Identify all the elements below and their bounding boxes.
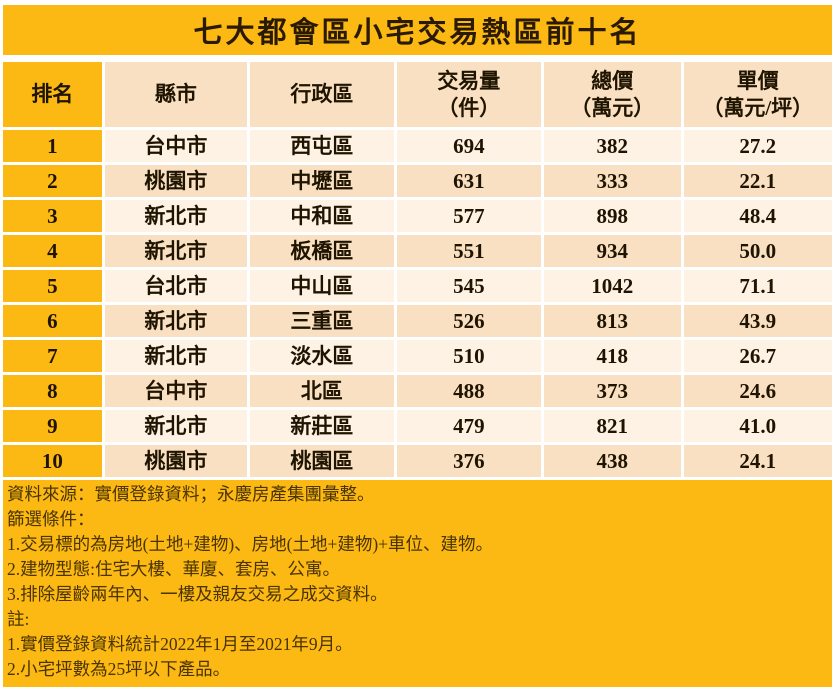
footnote-filter-3: 3.排除屋齡兩年內、一樓及親友交易之成交資料。 [7, 584, 388, 604]
page-title: 七大都會區小宅交易熱區前十名 [193, 17, 642, 49]
total-price-cell: 382 [544, 130, 681, 162]
total-price-cell: 934 [544, 235, 681, 267]
unit-price-cell: 41.0 [683, 410, 832, 442]
header-volume: 交易量 （件） [396, 62, 542, 127]
data-table: 排名 縣市 行政區 交易量 （件） 總價 （萬元） 單價 （萬元/坪） 1 台中市 西… [3, 62, 832, 477]
footnote-note-2: 2.小宅坪數為25坪以下產品。 [7, 659, 231, 679]
footnotes: 資料來源：實價登錄資料；永慶房產集團彙整。 篩選條件： 1.交易標的為房地(土地… [3, 480, 832, 687]
header-city-label: 縣市 [154, 82, 197, 106]
header-volume-label: 交易量 [437, 68, 501, 93]
district-cell: 中壢區 [250, 165, 394, 197]
footnote-filter-title: 篩選條件： [7, 509, 95, 529]
header-district-label: 行政區 [290, 82, 354, 106]
city-cell: 台北市 [104, 270, 248, 302]
header-district: 行政區 [250, 62, 394, 127]
total-price-cell: 418 [544, 340, 681, 372]
header-unit-price: 單價 （萬元/坪） [683, 62, 832, 127]
district-cell: 中山區 [250, 270, 394, 302]
volume-cell: 551 [396, 235, 542, 267]
district-cell: 淡水區 [250, 340, 394, 372]
total-price-cell: 373 [544, 375, 681, 407]
rank-cell: 4 [3, 235, 102, 267]
table-header-row: 排名 縣市 行政區 交易量 （件） 總價 （萬元） 單價 （萬元/坪） [3, 62, 832, 127]
volume-cell: 526 [396, 305, 542, 337]
unit-price-cell: 27.2 [683, 130, 832, 162]
table-row: 5 台北市 中山區 545 1042 71.1 [3, 270, 832, 302]
rank-cell: 1 [3, 130, 102, 162]
table-row: 10 桃園市 桃園區 376 438 24.1 [3, 445, 832, 477]
volume-cell: 479 [396, 410, 542, 442]
rank-cell: 2 [3, 165, 102, 197]
city-cell: 桃園市 [104, 445, 248, 477]
footnote-filter-2: 2.建物型態:住宅大樓、華廈、套房、公寓。 [7, 559, 340, 579]
district-cell: 西屯區 [250, 130, 394, 162]
total-price-cell: 898 [544, 200, 681, 232]
unit-price-cell: 24.6 [683, 375, 832, 407]
volume-cell: 577 [396, 200, 542, 232]
volume-cell: 631 [396, 165, 542, 197]
volume-cell: 545 [396, 270, 542, 302]
rank-cell: 7 [3, 340, 102, 372]
rank-cell: 10 [3, 445, 102, 477]
footnote-source: 資料來源：實價登錄資料；永慶房產集團彙整。 [7, 484, 375, 504]
volume-cell: 376 [396, 445, 542, 477]
header-rank: 排名 [3, 62, 102, 127]
city-cell: 台中市 [104, 375, 248, 407]
header-volume-unit: （件） [437, 95, 501, 120]
city-cell: 新北市 [104, 410, 248, 442]
rank-cell: 6 [3, 305, 102, 337]
title-band: 七大都會區小宅交易熱區前十名 [3, 5, 832, 55]
table-row: 9 新北市 新莊區 479 821 41.0 [3, 410, 832, 442]
city-cell: 台中市 [104, 130, 248, 162]
table-row: 7 新北市 淡水區 510 418 26.7 [3, 340, 832, 372]
unit-price-cell: 22.1 [683, 165, 832, 197]
unit-price-cell: 50.0 [683, 235, 832, 267]
district-cell: 三重區 [250, 305, 394, 337]
unit-price-cell: 48.4 [683, 200, 832, 232]
header-city: 縣市 [104, 62, 248, 127]
table-row: 6 新北市 三重區 526 813 43.9 [3, 305, 832, 337]
rank-cell: 8 [3, 375, 102, 407]
district-cell: 新莊區 [250, 410, 394, 442]
city-cell: 桃園市 [104, 165, 248, 197]
volume-cell: 488 [396, 375, 542, 407]
district-cell: 桃園區 [250, 445, 394, 477]
rank-cell: 5 [3, 270, 102, 302]
district-cell: 中和區 [250, 200, 394, 232]
header-total-price: 總價 （萬元） [544, 62, 681, 127]
rank-cell: 9 [3, 410, 102, 442]
total-price-cell: 438 [544, 445, 681, 477]
table-row: 3 新北市 中和區 577 898 48.4 [3, 200, 832, 232]
volume-cell: 694 [396, 130, 542, 162]
city-cell: 新北市 [104, 340, 248, 372]
city-cell: 新北市 [104, 200, 248, 232]
unit-price-cell: 26.7 [683, 340, 832, 372]
header-rank-label: 排名 [31, 82, 74, 106]
table-row: 2 桃園市 中壢區 631 333 22.1 [3, 165, 832, 197]
table-row: 1 台中市 西屯區 694 382 27.2 [3, 130, 832, 162]
header-unit-price-label: 單價 [736, 68, 779, 93]
table-row: 8 台中市 北區 488 373 24.6 [3, 375, 832, 407]
header-total-price-unit: （萬元） [570, 95, 655, 120]
total-price-cell: 333 [544, 165, 681, 197]
header-unit-price-unit: （萬元/坪） [702, 95, 814, 120]
footnote-note-title: 註: [7, 609, 30, 629]
header-total-price-label: 總價 [591, 68, 634, 93]
city-cell: 新北市 [104, 235, 248, 267]
unit-price-cell: 71.1 [683, 270, 832, 302]
total-price-cell: 1042 [544, 270, 681, 302]
district-cell: 板橋區 [250, 235, 394, 267]
unit-price-cell: 24.1 [683, 445, 832, 477]
table-row: 4 新北市 板橋區 551 934 50.0 [3, 235, 832, 267]
footnote-filter-1: 1.交易標的為房地(土地+建物)、房地(土地+建物)+車位、建物。 [7, 534, 494, 554]
unit-price-cell: 43.9 [683, 305, 832, 337]
rank-cell: 3 [3, 200, 102, 232]
volume-cell: 510 [396, 340, 542, 372]
district-cell: 北區 [250, 375, 394, 407]
footnote-note-1: 1.實價登錄資料統計2022年1月至2021年9月。 [7, 634, 353, 654]
city-cell: 新北市 [104, 305, 248, 337]
total-price-cell: 813 [544, 305, 681, 337]
total-price-cell: 821 [544, 410, 681, 442]
